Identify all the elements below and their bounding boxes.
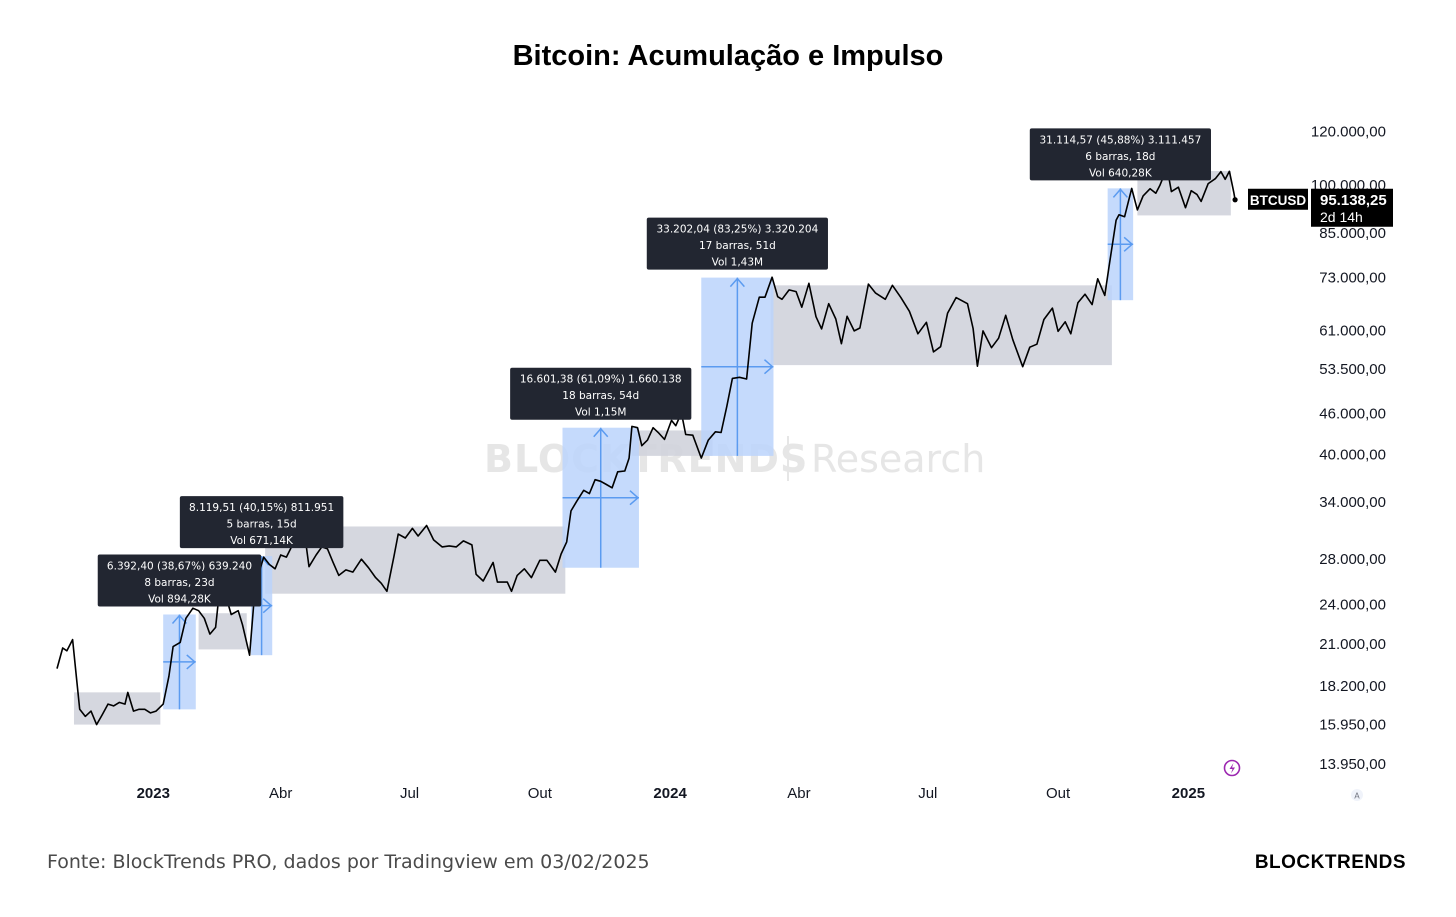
measure-labels: 6.392,40 (38,67%) 639.240 8 barras, 23d Vo… (97, 128, 1211, 607)
measure-label-line: 5 barras, 15d (227, 519, 297, 531)
symbol-tag: BTCUSD (1250, 193, 1306, 208)
y-tick-label: 120.000,00 (1311, 124, 1386, 141)
measure-label-line: 16.601,38 (61,09%) 1.660.138 (520, 374, 682, 386)
measure-label-line: 17 barras, 51d (699, 240, 776, 252)
impulse-moves (163, 188, 1134, 710)
footer-brand-logo: BLOCKTRENDS (1254, 852, 1406, 873)
x-tick-label: Abr (269, 785, 292, 802)
measure-label-box (97, 554, 262, 607)
x-tick-label: Jul (400, 785, 419, 802)
y-tick-label: 85.000,00 (1319, 225, 1386, 242)
measure-label-line: Vol 1,43M (712, 257, 764, 269)
y-tick-label: 53.500,00 (1319, 361, 1386, 378)
x-tick-label: 2024 (653, 785, 687, 802)
btc-price-line (56, 166, 1236, 726)
measure-label-line: Vol 894,28K (148, 593, 212, 605)
measure-label-line: 8 barras, 23d (144, 577, 214, 589)
auto-scale-icon[interactable]: A (1351, 789, 1363, 801)
measure-label-line: Vol 671,14K (230, 535, 294, 547)
x-tick-label: Abr (787, 785, 810, 802)
measure-label-box (1029, 128, 1211, 181)
y-tick-label: 46.000,00 (1319, 405, 1386, 422)
measure-label-line: 6 barras, 18d (1085, 151, 1155, 163)
impulse-arrow-head-up (593, 427, 609, 438)
y-tick-label: 15.950,00 (1319, 717, 1386, 734)
impulse-arrow-head-right (629, 490, 640, 506)
price-tag-bg (1311, 188, 1393, 227)
y-tick-label: 24.000,00 (1319, 597, 1386, 614)
measure-label-line: 8.119,51 (40,15%) 811.951 (189, 502, 334, 514)
accumulation-zone (198, 613, 247, 650)
x-axis: 2023 Abr Jul Out 2024 Abr Jul Out 2025 (137, 785, 1205, 802)
y-tick-label: 40.000,00 (1319, 446, 1386, 463)
measure-label-line: Vol 640,28K (1089, 167, 1153, 179)
measure-label-line: 31.114,57 (45,88%) 3.111.457 (1040, 134, 1202, 146)
measure-label-line: 18 barras, 54d (562, 390, 639, 402)
last-price-dot (1232, 197, 1238, 203)
y-tick-label: 21.000,00 (1319, 636, 1386, 653)
symbol-tag-bg (1248, 188, 1308, 210)
impulse-arrow-head-up (1112, 188, 1128, 198)
svg-text:A: A (1354, 792, 1360, 801)
impulse-arrow-head-up (729, 277, 745, 288)
y-tick-label: 73.000,00 (1319, 270, 1386, 287)
y-tick-label: 18.200,00 (1319, 678, 1386, 695)
measure-label-box (510, 367, 692, 420)
x-tick-label: Out (528, 785, 553, 802)
countdown-tag: 2d 14h (1320, 209, 1363, 225)
measure-label-line: 6.392,40 (38,67%) 639.240 (107, 560, 252, 572)
y-tick-label: 13.950,00 (1319, 756, 1386, 773)
measure-label-box (646, 217, 828, 270)
impulse-arrow-head-right (186, 654, 196, 670)
chart-title: Bitcoin: Acumulação e Impulso (512, 40, 944, 72)
accumulation-zone (770, 285, 1112, 366)
impulse-arrow-head-right (262, 598, 273, 614)
measure-label-box (179, 496, 344, 549)
impulse-arrow-head-right (763, 359, 774, 375)
x-tick-label: Jul (918, 785, 937, 802)
accumulation-zones (73, 171, 1231, 725)
watermark-suffix: Research (811, 437, 985, 481)
y-axis: 120.000,00100.000,0085.000,0073.000,0061… (1311, 124, 1386, 773)
y-tick-label: 34.000,00 (1319, 494, 1386, 511)
x-tick-label: 2025 (1172, 785, 1205, 802)
price-line-group (56, 166, 1238, 726)
measure-label-line: 33.202,04 (83,25%) 3.320.204 (656, 224, 818, 236)
alert-icon[interactable] (1223, 759, 1241, 777)
y-tick-label: 61.000,00 (1319, 322, 1386, 339)
impulse-arrow-head-up (171, 614, 188, 624)
footer-source: Fonte: BlockTrends PRO, dados por Tradin… (47, 851, 650, 873)
last-price-tag: 95.138,25 (1320, 192, 1387, 209)
measure-label-line: Vol 1,15M (575, 407, 627, 419)
impulse-arrow-head-right (1123, 236, 1134, 252)
accumulation-zone (73, 692, 161, 725)
x-tick-label: Out (1046, 785, 1071, 802)
y-tick-label: 28.000,00 (1319, 551, 1386, 568)
x-tick-label: 2023 (137, 785, 170, 802)
